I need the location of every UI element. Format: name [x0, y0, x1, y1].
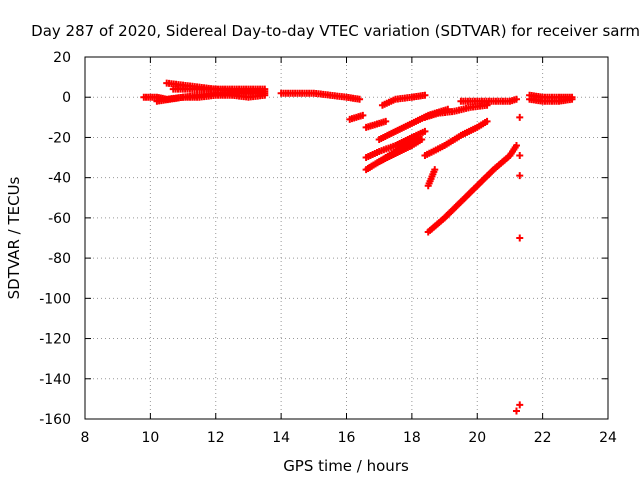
y-tick-label: -60: [48, 211, 71, 227]
gridlines: [85, 57, 608, 419]
data-point-marker: [512, 407, 520, 415]
data-point-marker: [359, 111, 367, 119]
data-point-marker: [483, 117, 491, 125]
series-arc-04: [169, 85, 269, 93]
series-arc-16: [424, 141, 520, 236]
axis-ticks: [84, 56, 609, 420]
data-point-marker: [431, 166, 439, 174]
data-point-marker: [356, 95, 364, 103]
series-arc-13: [421, 101, 491, 121]
x-tick-label: 22: [534, 430, 552, 446]
y-tick-label: 20: [53, 50, 71, 66]
x-tick-label: 10: [141, 430, 159, 446]
y-tick-label: 0: [62, 90, 71, 106]
x-tick-label: 20: [468, 430, 486, 446]
y-tick-label: -20: [48, 130, 71, 146]
data-point-marker: [516, 401, 524, 409]
series-arc-07: [362, 117, 390, 131]
x-tick-label: 16: [338, 430, 356, 446]
series-arc-08: [378, 91, 429, 109]
data-point-marker: [382, 117, 390, 125]
data-point-marker: [512, 141, 520, 149]
series-arc-06: [346, 111, 367, 123]
tick-labels: 8 10 12 14 16 18 20 22 24 20 0 -20 -40 -60 -80 -100 -120…: [39, 50, 617, 446]
series-arc-05: [277, 89, 364, 103]
series-arc-17: [457, 95, 520, 105]
series-arc-20: [526, 95, 576, 105]
series-arc-15: [424, 166, 439, 190]
x-tick-label: 24: [599, 430, 617, 446]
y-tick-label: -140: [39, 372, 71, 388]
x-tick-label: 18: [403, 430, 421, 446]
data-point-marker: [568, 95, 576, 103]
data-point-marker: [261, 85, 269, 93]
data-point-marker: [516, 152, 524, 160]
y-tick-label: -80: [48, 251, 71, 267]
data-point-marker: [421, 91, 429, 99]
data-point-marker: [516, 234, 524, 242]
y-tick-label: -120: [39, 332, 71, 348]
y-tick-label: -40: [48, 171, 71, 187]
x-tick-label: 14: [272, 430, 290, 446]
series-arc-18: [512, 113, 524, 415]
x-tick-label: 8: [81, 430, 90, 446]
series-arc-12: [365, 133, 422, 172]
data-point-marker: [512, 95, 520, 103]
data-points: [140, 79, 576, 415]
y-axis-label: SDTVAR / TECUs: [5, 176, 23, 299]
data-point-marker: [414, 133, 422, 141]
data-point-marker: [516, 172, 524, 180]
series-arc-14: [421, 117, 491, 160]
data-point-marker: [516, 113, 524, 121]
chart-title: Day 287 of 2020, Sidereal Day-to-day VTE…: [31, 22, 640, 40]
y-tick-label: -160: [39, 412, 71, 428]
y-tick-label: -100: [39, 291, 71, 307]
data-point-marker: [421, 127, 429, 135]
x-axis-label: GPS time / hours: [283, 457, 409, 475]
x-tick-label: 12: [207, 430, 225, 446]
